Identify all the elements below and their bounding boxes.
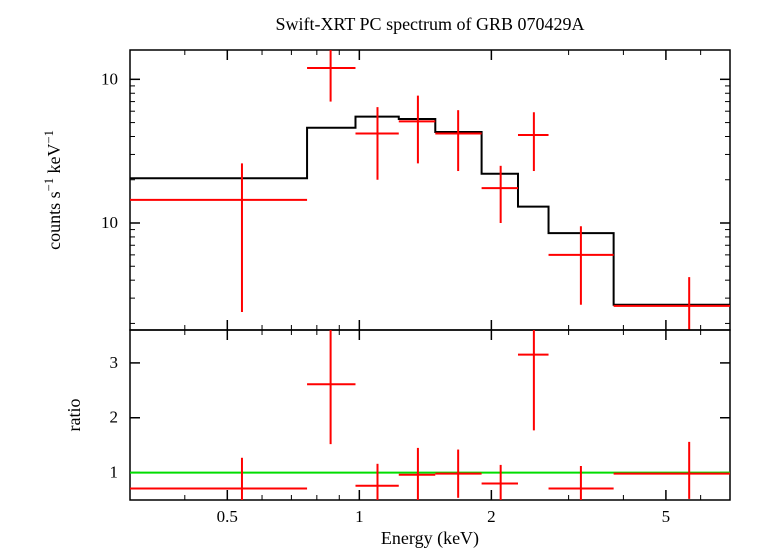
chart-title: Swift-XRT PC spectrum of GRB 070429A bbox=[275, 14, 584, 34]
xtick-label: 0.5 bbox=[217, 507, 238, 526]
top-panel: 10 10 counts s−1 keV−1 bbox=[42, 50, 730, 346]
ytick-label: 2 bbox=[110, 408, 119, 427]
ylabel-top: counts s−1 keV−1 bbox=[42, 130, 64, 250]
xtick-label: 2 bbox=[487, 507, 496, 526]
ytick-label: 1 bbox=[110, 463, 119, 482]
bottom-panel: 0.5 1 2 5 1 2 3 Energy (keV) ratio bbox=[64, 330, 730, 549]
xtick-label: 5 bbox=[662, 507, 671, 526]
model-histogram bbox=[130, 117, 730, 305]
ytick-label: 10 bbox=[101, 69, 118, 88]
xtick-label: 1 bbox=[355, 507, 364, 526]
top-frame bbox=[130, 50, 730, 330]
ytick-label: 3 bbox=[110, 353, 119, 372]
xlabel: Energy (keV) bbox=[381, 528, 479, 549]
spectrum-figure: 10 10 counts s−1 keV−1 0.5 1 2 5 1 2 3 Energy (keV… bbox=[0, 0, 758, 556]
ytick-label: 10 bbox=[101, 213, 118, 232]
ylabel-bottom: ratio bbox=[64, 399, 84, 432]
